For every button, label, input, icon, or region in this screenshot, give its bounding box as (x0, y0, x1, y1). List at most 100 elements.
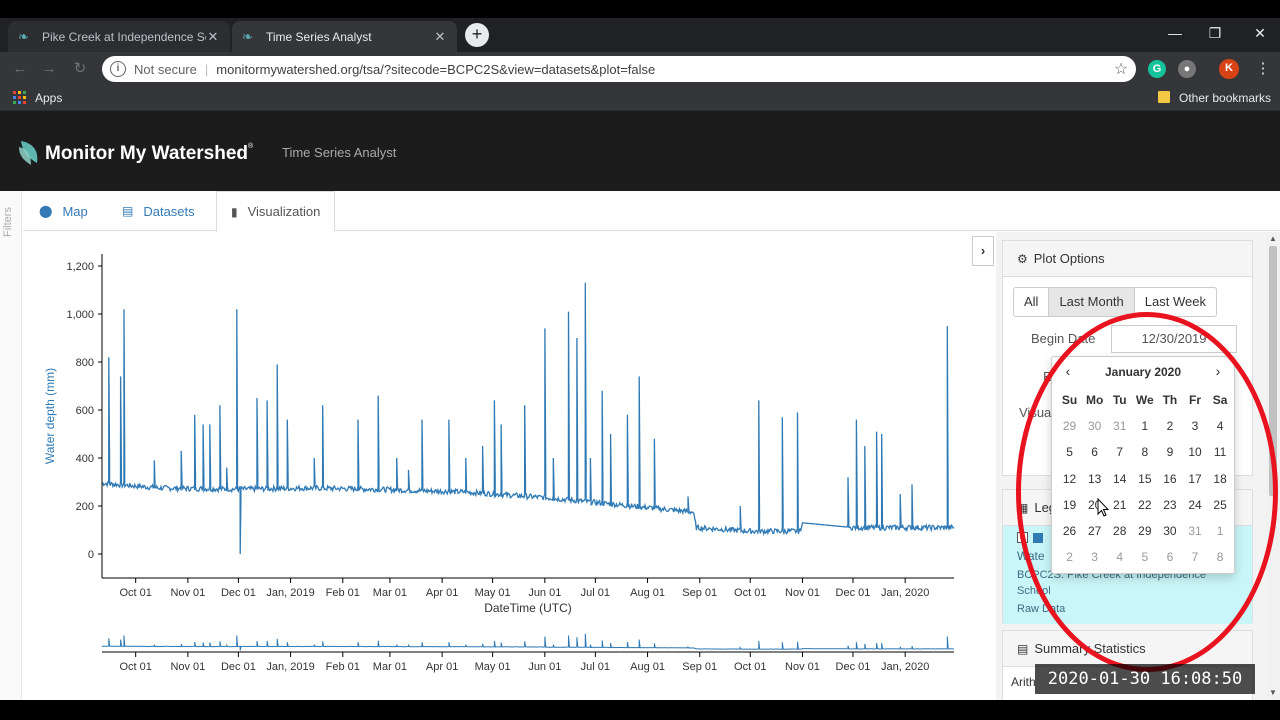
watershed-favicon-icon: ❧ (18, 28, 29, 44)
range-button-group: All Last Month Last Week (1013, 287, 1217, 317)
bar-chart-icon: ▮ (231, 204, 238, 219)
scroll-up-icon[interactable]: ▲ (1269, 234, 1277, 243)
range-last-month-button[interactable]: Last Month (1048, 287, 1135, 317)
overview-x-tick-label: Nov 01 (170, 661, 205, 673)
close-tab-icon[interactable]: ✕ (207, 28, 219, 44)
y-axis-label: Water depth (mm) (43, 368, 57, 464)
bookmark-other[interactable]: Other bookmarks (1179, 91, 1272, 105)
collapse-panel-button[interactable]: › (972, 236, 994, 266)
new-tab-button[interactable]: + (465, 23, 489, 47)
list-icon: ▤ (122, 204, 134, 218)
grammarly-extension-icon[interactable]: G (1148, 60, 1166, 78)
y-axis: 0 200 400 600 800 1,000 1,200 (66, 261, 102, 561)
browser-menu-icon[interactable]: ⋮ (1255, 60, 1271, 77)
y-tick-label: 0 (88, 549, 94, 561)
overview-x-tick-label: Feb 01 (326, 661, 360, 673)
x-tick-label: Feb 01 (326, 587, 360, 599)
y-tick-label: 600 (76, 405, 94, 417)
x-tick-label: Sep 01 (682, 587, 717, 599)
back-arrow-icon[interactable]: ← (12, 60, 28, 77)
x-tick-label: Oct 01 (119, 587, 151, 599)
y-tick-label: 400 (76, 453, 94, 465)
overview-x-tick-label: Apr 01 (426, 661, 458, 673)
y-tick-label: 800 (76, 357, 94, 369)
app-subtitle: Time Series Analyst (282, 145, 397, 160)
tab-map-label: Map (62, 203, 88, 219)
summary-row-label: Arith (1011, 675, 1036, 689)
info-icon[interactable]: i (110, 61, 126, 77)
browser-tab-inactive[interactable]: ❧ Pike Creek at Independence Scho ✕ (8, 21, 230, 52)
series-line-water-depth (101, 282, 955, 555)
x-tick-label: Jan, 2019 (266, 587, 314, 599)
plot-options-header[interactable]: ⚙ Plot Options (1003, 241, 1252, 277)
x-tick-label: Nov 01 (785, 587, 820, 599)
x-tick-label: Nov 01 (170, 587, 205, 599)
x-tick-label: Jan, 2020 (881, 587, 929, 599)
water-depth-chart[interactable]: 0 200 400 600 800 1,000 1,200 Oct 01 Nov 01 Dec … (30, 240, 970, 680)
overview-x-tick-label: Sep 01 (682, 661, 717, 673)
minimize-icon[interactable]: — (1168, 25, 1182, 41)
x-tick-label: Mar 01 (373, 587, 407, 599)
overview-x-tick-label: May 01 (475, 661, 511, 673)
x-axis: Oct 01 Nov 01 Dec 01 Jan, 2019 Feb 01 Mar 01 A… (119, 578, 929, 599)
highlight-annotation-circle (1016, 312, 1278, 672)
overview-x-tick-label: Aug 01 (630, 661, 665, 673)
overview-x-tick-label: Dec 01 (221, 661, 256, 673)
overview-x-tick-label: Oct 01 (119, 661, 151, 673)
close-tab-icon[interactable]: ✕ (434, 28, 446, 44)
app-header: Monitor My Watershed® Time Series Analys… (0, 111, 1280, 191)
view-tabs: ⬤ Map ▤ Datasets ▮ Visualization (23, 191, 1280, 232)
address-bar[interactable]: i Not secure | monitormywatershed.org/ts… (102, 56, 1136, 82)
overview-x-tick-label: Jan, 2020 (881, 661, 929, 673)
restore-icon[interactable]: ❐ (1208, 25, 1222, 41)
watershed-favicon-icon: ❧ (242, 28, 253, 44)
gear-icon: ⚙ (1017, 251, 1028, 266)
registered-mark: ® (248, 143, 254, 150)
tab-visualization[interactable]: ▮ Visualization (216, 191, 336, 232)
overview-series-line[interactable] (101, 633, 954, 651)
range-all-button[interactable]: All (1013, 287, 1050, 317)
scroll-down-icon[interactable]: ▼ (1269, 688, 1277, 697)
x-tick-label: Aug 01 (630, 587, 665, 599)
browser-tab-active[interactable]: ❧ Time Series Analyst ✕ (232, 21, 457, 52)
tab-datasets-label: Datasets (143, 203, 195, 219)
filters-label: Filters (2, 207, 14, 237)
forward-arrow-icon[interactable]: → (41, 60, 57, 77)
map-marker-icon: ⬤ (39, 204, 53, 218)
overview-x-tick-label: Mar 01 (373, 661, 407, 673)
security-label: Not secure (134, 61, 197, 77)
screen-bottom-border (0, 700, 1280, 720)
folder-icon (1158, 91, 1170, 103)
tab-title: Pike Creek at Independence Scho (42, 29, 206, 44)
x-tick-label: Dec 01 (836, 587, 871, 599)
profile-avatar[interactable]: K (1219, 59, 1239, 79)
overview-x-tick-label: Jun 01 (528, 661, 561, 673)
x-tick-label: Dec 01 (221, 587, 256, 599)
record-extension-icon[interactable]: ● (1178, 60, 1196, 78)
y-tick-label: 1,000 (66, 309, 94, 321)
reload-icon[interactable]: ↻ (73, 60, 87, 77)
url-text[interactable]: monitormywatershed.org/tsa/?sitecode=BCP… (216, 61, 656, 77)
brand-title[interactable]: Monitor My Watershed® (45, 143, 253, 165)
range-last-week-button[interactable]: Last Week (1133, 287, 1217, 317)
brand-text: Monitor My Watershed (45, 143, 249, 164)
tab-datasets[interactable]: ▤ Datasets (122, 191, 195, 231)
overview-x-tick-label: Dec 01 (836, 661, 871, 673)
x-tick-label: Jun 01 (528, 587, 561, 599)
x-tick-label: Jul 01 (581, 587, 610, 599)
bookmark-apps[interactable]: Apps (35, 91, 63, 105)
x-axis-label: DateTime (UTC) (484, 601, 572, 615)
close-window-icon[interactable]: ✕ (1254, 25, 1266, 41)
overview-x-tick-label: Nov 01 (785, 661, 820, 673)
tab-title: Time Series Analyst (266, 29, 372, 44)
tab-map[interactable]: ⬤ Map (39, 191, 88, 231)
bookmark-star-icon[interactable]: ☆ (1113, 61, 1129, 78)
video-timestamp: 2020-01-30 16:08:50 (1035, 664, 1255, 694)
apps-grid-icon[interactable] (13, 91, 26, 104)
tab-visualization-label: Visualization (247, 204, 321, 219)
filters-sidebar[interactable]: Filters (0, 191, 22, 700)
overview-x-tick-label: Jul 01 (581, 661, 610, 673)
plot-options-title: Plot Options (1033, 251, 1105, 266)
scroll-thumb[interactable] (1269, 246, 1277, 496)
